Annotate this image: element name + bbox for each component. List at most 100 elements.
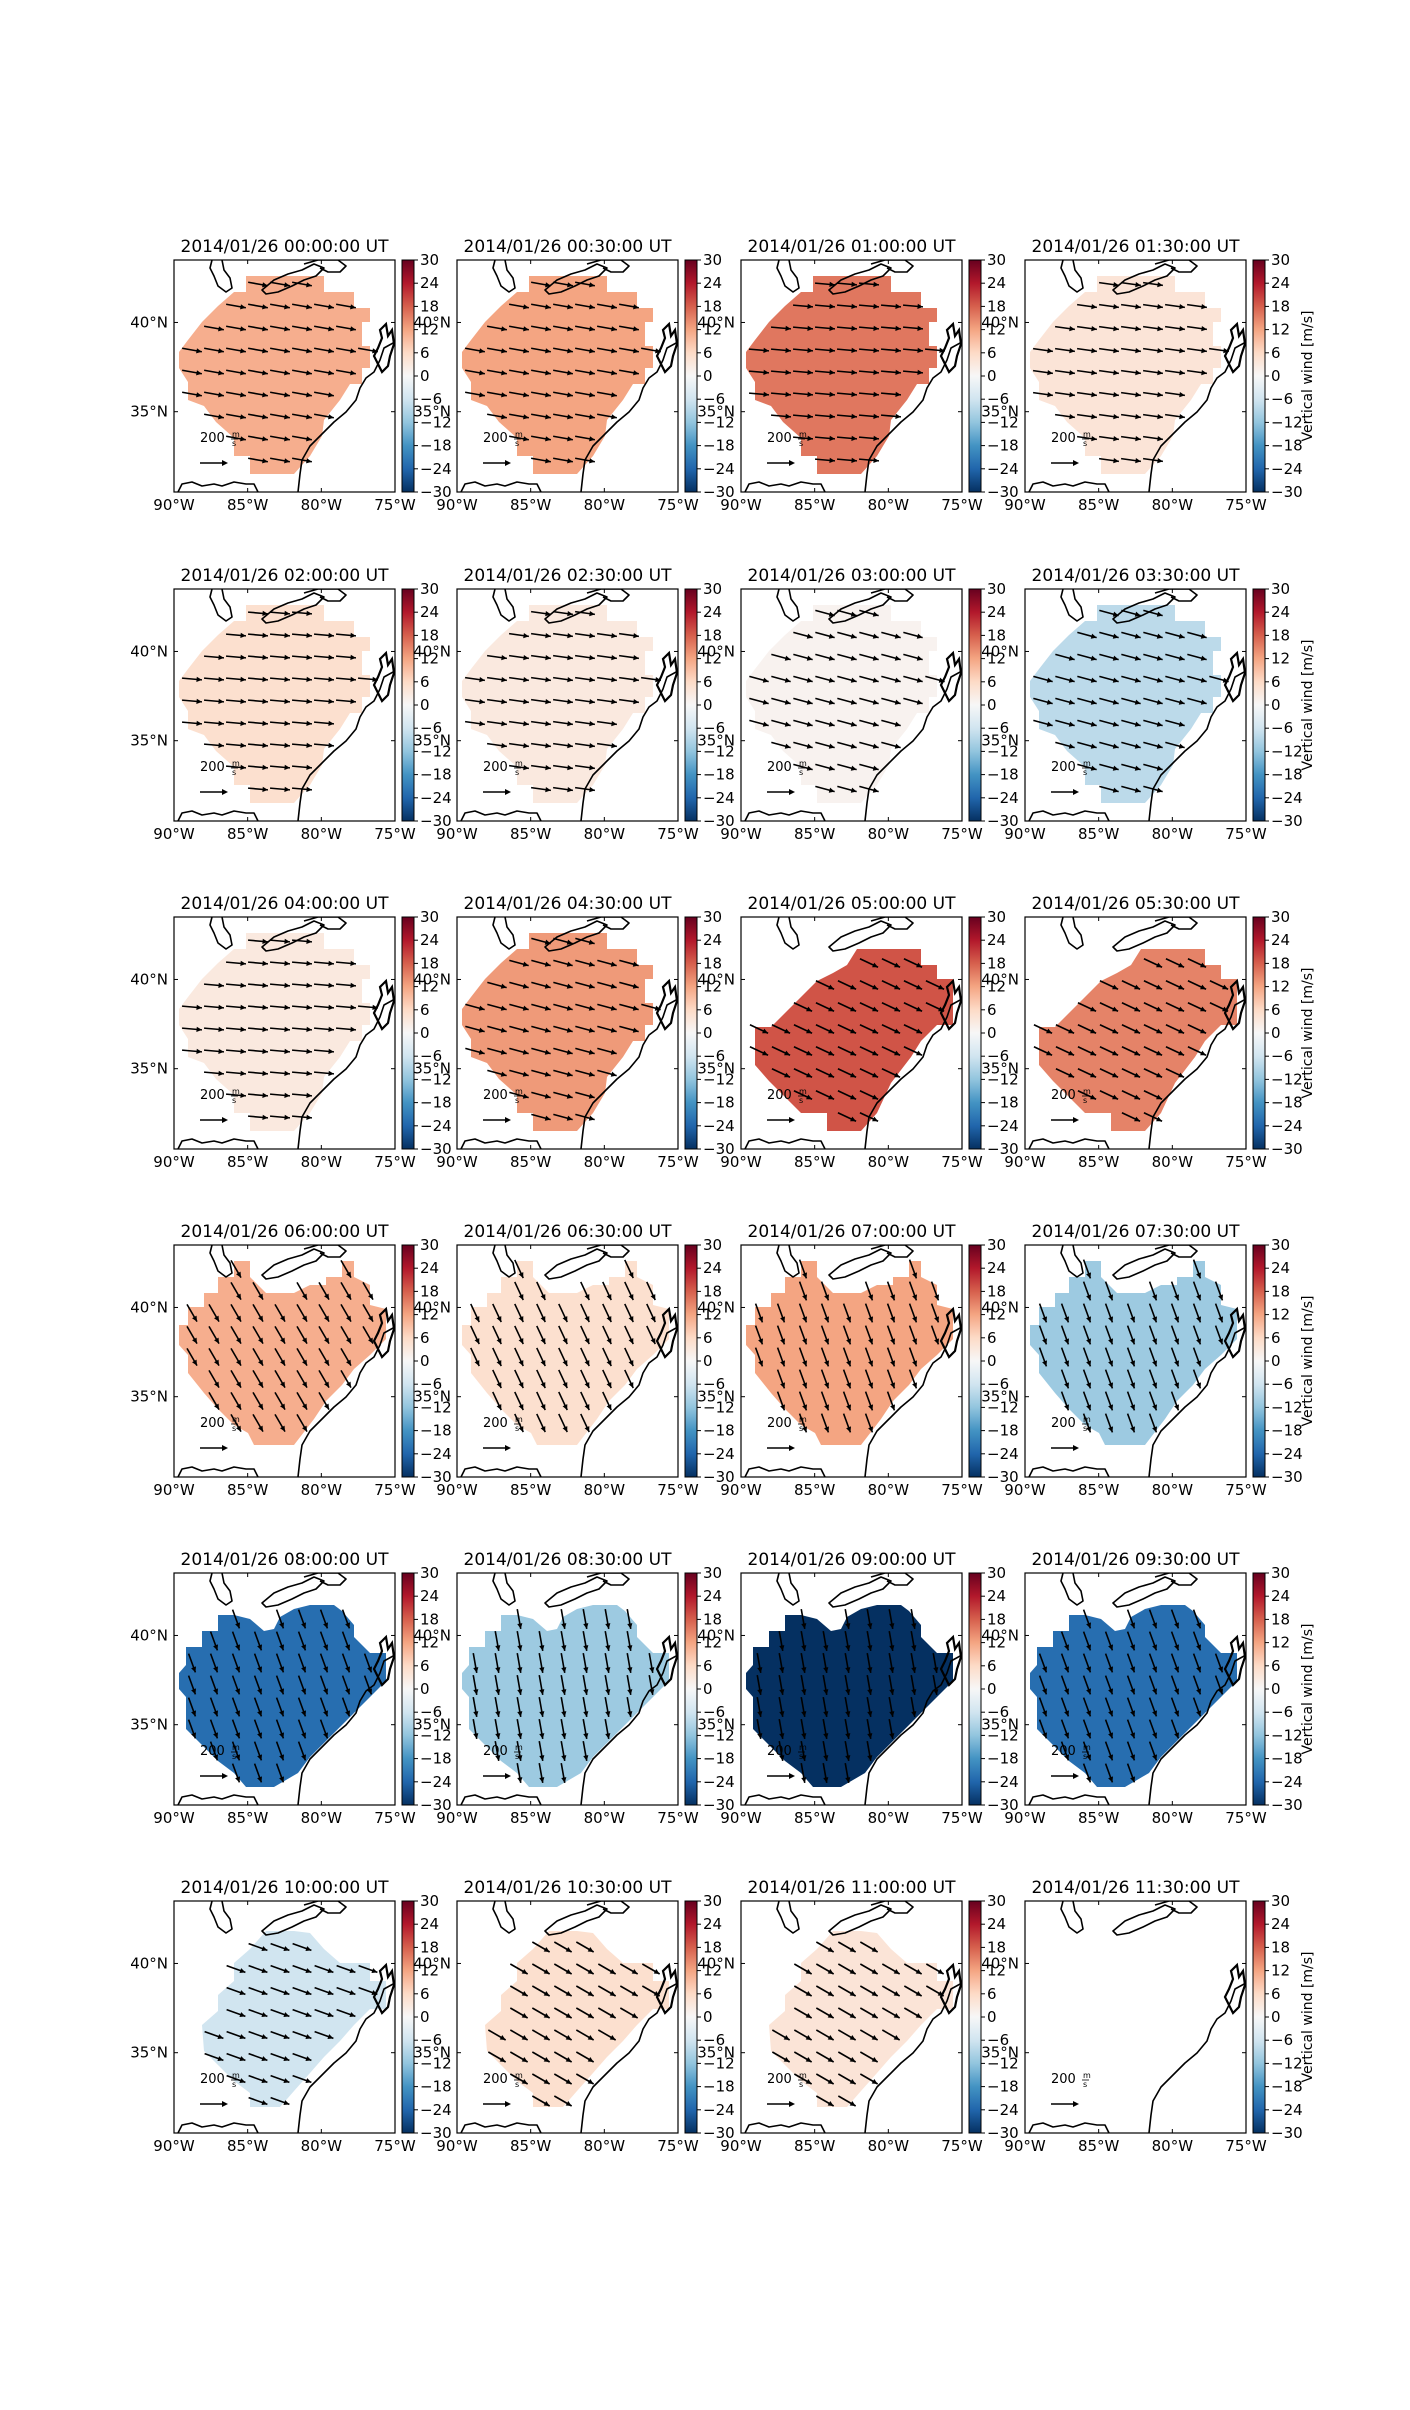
- wind-vector-head: [780, 1404, 786, 1411]
- wind-vector-head: [499, 2035, 506, 2040]
- wind-vector-head: [894, 699, 901, 705]
- colorbar-tick-label: −12: [1271, 1070, 1303, 1088]
- x-tick-label: 75°W: [374, 496, 416, 514]
- wind-vector-head: [543, 2057, 550, 2062]
- wind-vector-head: [911, 1667, 917, 1673]
- wind-vector-head: [916, 655, 923, 661]
- wind-vector-head: [306, 304, 312, 310]
- wind-vector-head: [495, 1711, 501, 1717]
- colorbar-tick-label: −12: [420, 742, 452, 760]
- wind-vector-head: [1112, 787, 1119, 793]
- quiver-key-value: 200: [1051, 2072, 1076, 2087]
- chesapeake-bay-outline: [939, 1306, 962, 1359]
- wind-vector-head: [1090, 1006, 1097, 1012]
- wind-vector-head: [1134, 721, 1141, 727]
- colorbar-tick-label: 6: [987, 1985, 997, 2003]
- wind-vector-head: [917, 325, 923, 332]
- colorbar-tick-label: −18: [420, 437, 452, 455]
- quiver-key: 200 ms: [483, 1415, 523, 1451]
- colorbar-tick-label: 0: [703, 367, 713, 385]
- colorbar-tick-label: 24: [1271, 1587, 1290, 1605]
- wind-vector-head: [1174, 1360, 1180, 1367]
- gulf-coast-outline: [177, 481, 259, 492]
- quiver-key-unit-denominator: s: [799, 1424, 803, 1433]
- quiver-key: 200 ms: [1051, 1743, 1091, 1779]
- wind-vector-head: [890, 1294, 896, 1301]
- wind-vector-head: [567, 699, 573, 705]
- wind-vector-head: [828, 699, 835, 705]
- wind-vector-head: [1130, 1710, 1136, 1717]
- wind-vector-head: [262, 676, 268, 683]
- wind-vector-head: [895, 347, 901, 354]
- wind-vector-head: [829, 391, 835, 398]
- wind-vector-head: [496, 1404, 502, 1411]
- x-tick-label: 80°W: [301, 2137, 343, 2155]
- colorbar-tick-label: 24: [987, 931, 1006, 949]
- wind-vector-head: [802, 1272, 808, 1279]
- quiver-key-unit-denominator: s: [515, 2080, 519, 2089]
- wind-vector-head: [653, 1991, 660, 1996]
- wind-vector-head: [1157, 458, 1163, 464]
- wind-vector-head: [1130, 1360, 1136, 1367]
- wind-vector-head: [610, 1049, 617, 1055]
- quiver-key-value: 200: [767, 1088, 792, 1103]
- wind-vector-head: [543, 1991, 550, 1996]
- wind-vector-head: [871, 1947, 878, 1952]
- x-tick-label: 80°W: [868, 825, 910, 843]
- colorbar-tick-label: −6: [1271, 719, 1293, 737]
- wind-vector-head: [873, 325, 879, 332]
- y-tick-label: 40°N: [697, 970, 735, 988]
- panel-title: 2014/01/26 05:30:00 UT: [1032, 894, 1241, 914]
- wind-vector-head: [758, 1338, 764, 1345]
- quiver-key-unit-numerator: m: [799, 1087, 807, 1096]
- gulf-coast-outline: [744, 1466, 826, 1477]
- x-tick-label: 90°W: [153, 2137, 195, 2155]
- wind-vector-head: [517, 1733, 523, 1739]
- colorbar-tick-label: −18: [703, 766, 735, 784]
- wind-vector-head: [584, 1294, 590, 1301]
- wind-vector-head: [583, 1733, 589, 1739]
- wind-vector-head: [544, 939, 551, 945]
- colorbar-tick-label: −18: [703, 2078, 735, 2096]
- colorbar-gradient: [968, 588, 982, 822]
- wind-vector-head: [824, 1426, 830, 1433]
- map-frame: [1024, 588, 1247, 822]
- lake-erie-outline: [261, 920, 325, 952]
- colorbar-tick-label: 18: [703, 1938, 722, 1956]
- colorbar-tick-label: −30: [987, 812, 1019, 830]
- wind-vector-head: [1201, 304, 1207, 310]
- wind-vector-head: [562, 1404, 568, 1411]
- lake-michigan-outline: [492, 917, 516, 950]
- colorbar-tick-label: 0: [703, 696, 713, 714]
- gulf-coast-outline: [1028, 1466, 1110, 1477]
- wind-vector-head: [567, 304, 573, 310]
- y-tick-label: 40°N: [697, 1298, 735, 1316]
- wind-vector-head: [346, 1359, 351, 1366]
- colorbar-tick-label: 12: [703, 321, 722, 339]
- wind-vector-head: [1156, 633, 1163, 639]
- colorbar-tick-label: −18: [987, 437, 1019, 455]
- wind-vector-head: [350, 348, 356, 354]
- quiver-key-unit-denominator: s: [232, 768, 236, 777]
- colorbar-tick-label: −12: [987, 742, 1019, 760]
- wind-vector-head: [261, 2078, 268, 2084]
- lake-michigan-outline: [1060, 1245, 1084, 1278]
- wind-vector-head: [938, 677, 945, 683]
- wind-vector-head: [567, 282, 573, 288]
- wind-vector-head: [588, 1049, 595, 1055]
- wind-vector-head: [649, 1667, 655, 1673]
- quiver-key-unit-numerator: m: [1083, 759, 1091, 768]
- wind-vector-head: [849, 2079, 856, 2084]
- y-tick-label: 40°N: [413, 1954, 451, 1972]
- wind-vector-head: [306, 960, 312, 967]
- map-frame: [740, 259, 963, 493]
- wind-vector-head: [1156, 787, 1163, 793]
- quiver-key-unit-denominator: s: [232, 1424, 236, 1433]
- wind-vector-head: [1157, 392, 1163, 398]
- panel-title: 2014/01/26 04:30:00 UT: [464, 894, 673, 914]
- wind-vector-head: [807, 391, 813, 398]
- wind-vector-head: [500, 1049, 507, 1055]
- x-tick-label: 80°W: [301, 1809, 343, 1827]
